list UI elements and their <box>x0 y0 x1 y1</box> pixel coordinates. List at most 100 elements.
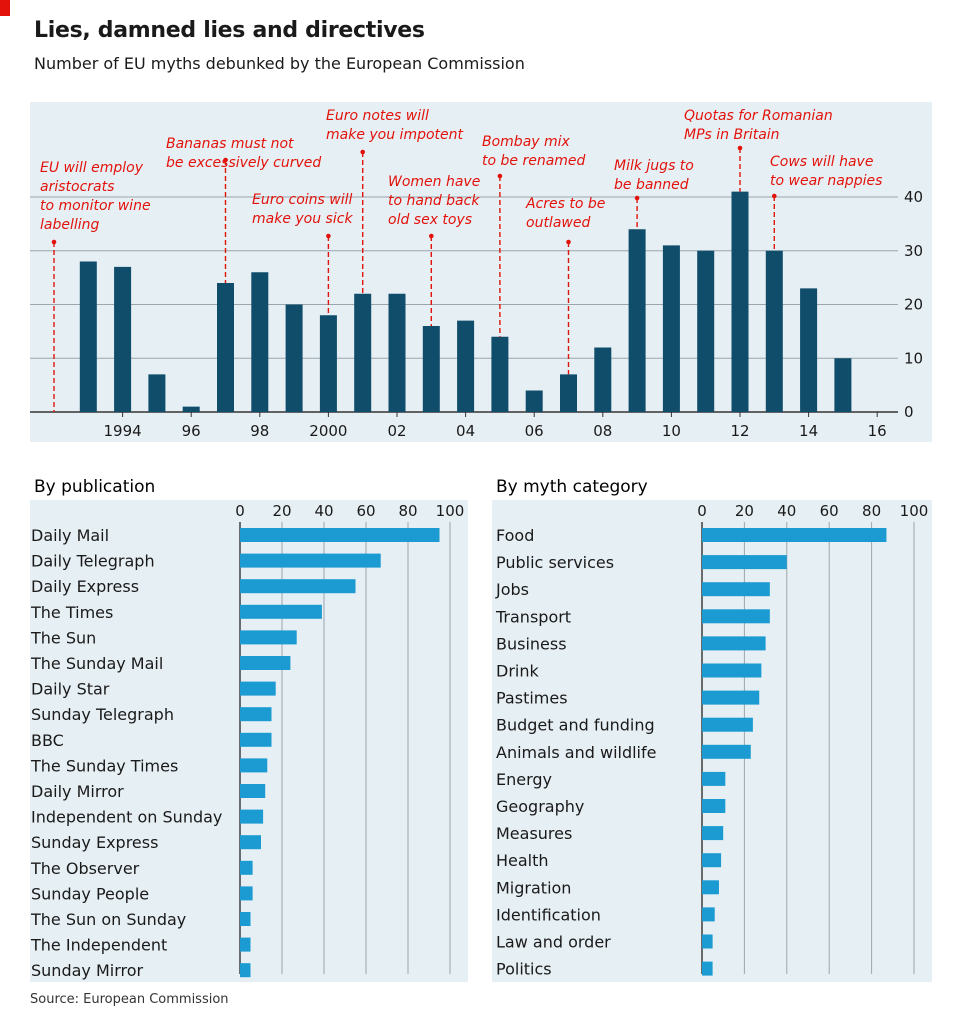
annotation-text: labelling <box>40 217 100 233</box>
annotation-text: to be renamed <box>482 153 586 169</box>
bar-geography <box>702 799 726 813</box>
title-strip <box>492 472 932 500</box>
bar-2002 <box>388 293 406 412</box>
category-label: The Independent <box>30 936 167 955</box>
annotation-dot <box>737 145 743 151</box>
bar-sunday-express <box>240 835 261 850</box>
bar-1997 <box>217 283 234 412</box>
bar-1993 <box>79 261 97 412</box>
category-label: Health <box>496 851 549 870</box>
bar-the-sunday-times <box>240 758 268 773</box>
category-label: Jobs <box>495 580 529 599</box>
x-tick-label: 02 <box>387 422 406 440</box>
x-tick-label: 14 <box>799 422 818 440</box>
annotation-dot <box>51 239 57 245</box>
bar-politics <box>702 961 713 976</box>
annotation-text: Bananas must not <box>166 136 294 152</box>
annotation-text: to wear nappies <box>770 173 882 189</box>
annotation-text: to monitor wine <box>40 198 151 214</box>
category-label: Sunday Mirror <box>31 961 144 980</box>
annotation-text: be excessively curved <box>166 155 321 171</box>
x-tick-label: 40 <box>777 502 796 520</box>
y-tick-label: 40 <box>904 188 923 206</box>
bar-identification <box>702 907 715 922</box>
x-tick-label: 10 <box>662 422 681 440</box>
category-label: The Sun <box>30 628 96 647</box>
category-label: Measures <box>496 824 572 843</box>
x-tick-label: 98 <box>250 422 269 440</box>
category-label: BBC <box>31 731 64 750</box>
x-tick-label: 04 <box>456 422 475 440</box>
bar-the-times <box>240 604 322 619</box>
bar-1999 <box>285 304 303 412</box>
annotation-dot <box>497 173 503 179</box>
x-tick-label: 0 <box>235 502 245 520</box>
bar-budget-and-funding <box>702 717 753 732</box>
x-tick-label: 80 <box>398 502 417 520</box>
bar-drink <box>702 663 762 678</box>
bar-2014 <box>800 288 818 412</box>
x-tick-label: 1994 <box>104 422 142 440</box>
category-label: Food <box>496 526 534 545</box>
bar-2011 <box>697 250 715 412</box>
x-tick-label: 16 <box>868 422 887 440</box>
category-label: The Sunday Mail <box>30 654 163 673</box>
annotation-text: old sex toys <box>388 212 472 228</box>
bar-2000 <box>319 315 337 412</box>
category-label: Business <box>496 634 567 653</box>
x-tick-label: 12 <box>730 422 749 440</box>
page-title: Lies, damned lies and directives <box>34 18 425 43</box>
bar-2006 <box>525 390 543 412</box>
bar-health <box>702 853 722 868</box>
bar-food <box>702 528 887 542</box>
category-label: The Times <box>30 603 113 622</box>
bar-the-sunday-mail <box>240 656 291 670</box>
annotation-text: Euro coins will <box>252 192 352 208</box>
category-label: Daily Mirror <box>31 782 124 801</box>
category-label: Transport <box>495 607 571 626</box>
page-subtitle: Number of EU myths debunked by the Europ… <box>34 54 525 73</box>
bar-daily-mirror <box>240 784 266 798</box>
bar-1994 <box>114 266 132 412</box>
annotation-dot <box>429 233 434 239</box>
category-label: Identification <box>496 905 601 924</box>
category-label: The Observer <box>30 859 140 878</box>
bar-bbc <box>240 732 272 747</box>
bar-jobs <box>702 582 770 597</box>
bar-measures <box>702 826 724 841</box>
bar-business <box>702 636 766 651</box>
bar-2012 <box>731 191 749 412</box>
annotation-text: MPs in Britain <box>684 127 780 143</box>
publication-chart-panel: By publication 0 20 40 60 80 100 Daily Mail Dail… <box>30 472 468 982</box>
bar-daily-star <box>240 681 276 696</box>
x-tick-label: 40 <box>314 502 333 520</box>
bar-2005 <box>491 336 509 412</box>
category-label: Daily Telegraph <box>31 552 155 571</box>
annotation-dot <box>360 149 366 155</box>
bar-the-independent <box>240 937 251 952</box>
category-chart-panel: By myth category 0 20 40 60 80 100 Food Public s… <box>492 472 932 982</box>
annotation-text: make you impotent <box>326 127 464 143</box>
x-tick-label: 96 <box>182 422 201 440</box>
annotation-text: aristocrats <box>40 179 114 195</box>
bar-2013 <box>765 250 783 412</box>
category-label: Migration <box>496 878 571 897</box>
x-tick-label: 0 <box>697 502 707 520</box>
bar-the-sun <box>240 630 297 645</box>
bar-migration <box>702 880 719 895</box>
category-chart: By myth category 0 20 40 60 80 100 Food Public s… <box>492 472 932 979</box>
annotation-text: Women have <box>388 174 480 190</box>
y-tick-label: 0 <box>904 403 914 421</box>
annotation-text: Cows will have <box>770 154 873 170</box>
x-tick-label: 06 <box>525 422 544 440</box>
bar-pastimes <box>702 690 760 705</box>
bar-2008 <box>594 347 612 412</box>
category-label: Law and order <box>496 933 611 952</box>
annotation-text: to hand back <box>388 193 480 209</box>
category-label: Sunday Telegraph <box>31 705 174 724</box>
category-label: Pastimes <box>496 689 568 708</box>
y-tick-label: 30 <box>904 242 923 260</box>
annotation-text: be banned <box>614 177 689 193</box>
panel-title: By myth category <box>496 477 648 497</box>
x-tick-label: 60 <box>356 502 375 520</box>
